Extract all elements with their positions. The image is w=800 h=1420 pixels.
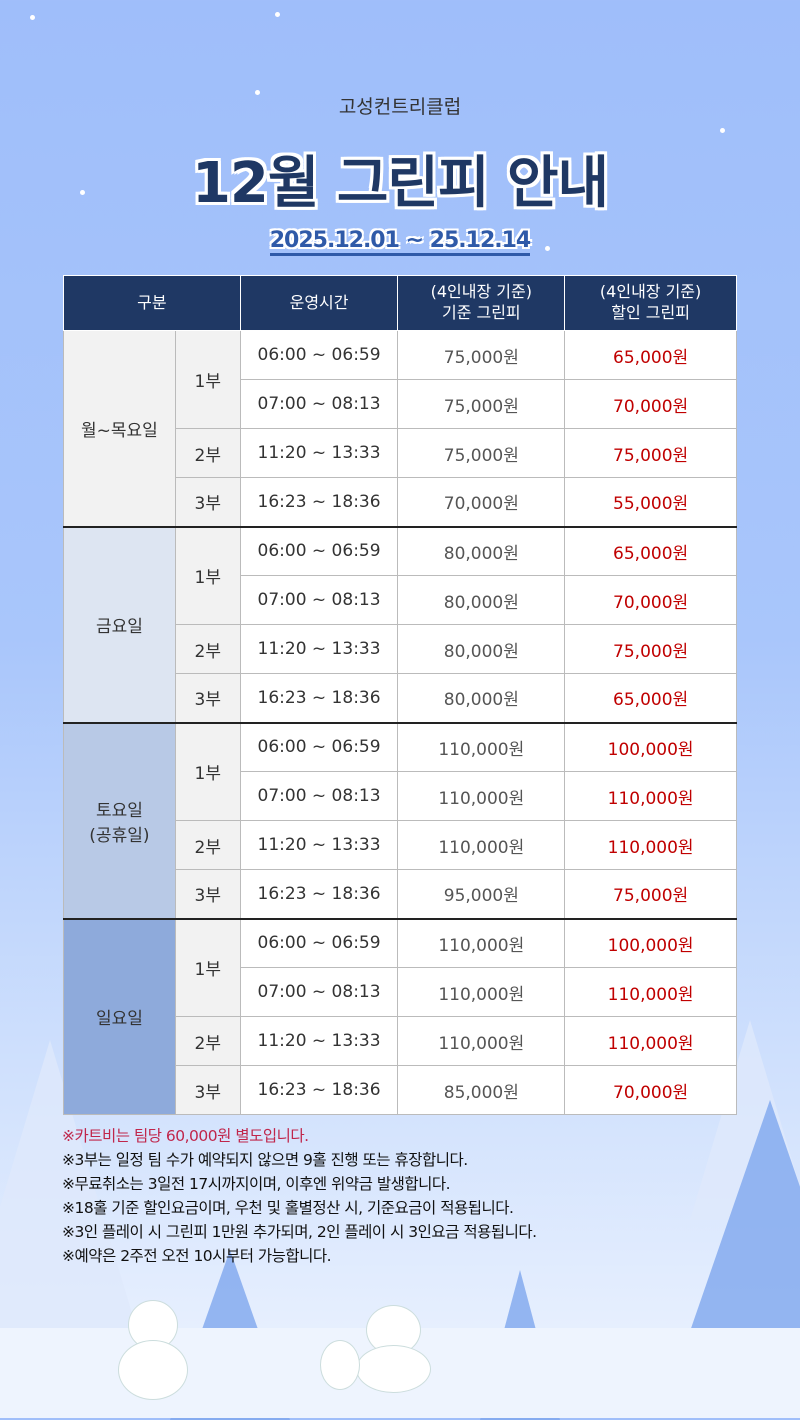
time-cell: 06:00 ~ 06:59 xyxy=(239,917,399,968)
note-line: ※3부는 일정 팀 수가 예약되지 않으면 9홀 진행 또는 휴장합니다. xyxy=(62,1151,468,1169)
table-row: 07:00 ~ 08:13 75,000원 70,000원 xyxy=(64,379,737,429)
base-fee-cell: 75,000원 xyxy=(397,428,566,478)
discount-fee-cell: 100,000원 xyxy=(564,721,737,772)
base-fee-cell: 75,000원 xyxy=(397,379,566,429)
table-row: 2부 11:20 ~ 13:33 75,000원 75,000원 xyxy=(64,428,737,478)
discount-fee-cell: 70,000원 xyxy=(564,379,737,429)
table-row: 07:00 ~ 08:13 110,000원 110,000원 xyxy=(64,967,737,1017)
time-cell: 06:00 ~ 06:59 xyxy=(239,330,399,380)
time-cell: 11:20 ~ 13:33 xyxy=(239,820,399,870)
part-cell: 1부 xyxy=(174,721,241,821)
time-cell: 11:20 ~ 13:33 xyxy=(239,624,399,674)
table-header: 구분 운영시간 (4인내장 기준) 기준 그린피 (4인내장 기준) 할인 그린피 xyxy=(63,275,737,331)
table-row: 2부 11:20 ~ 13:33 80,000원 75,000원 xyxy=(64,624,737,674)
discount-fee-cell: 75,000원 xyxy=(564,428,737,478)
table-row: 07:00 ~ 08:13 80,000원 70,000원 xyxy=(64,575,737,625)
table-row: 3부 16:23 ~ 18:36 95,000원 75,000원 xyxy=(64,869,737,919)
discount-fee-cell: 65,000원 xyxy=(564,673,737,723)
table-row: 금요일 1부 06:00 ~ 06:59 80,000원 65,000원 xyxy=(63,525,737,723)
time-cell: 07:00 ~ 08:13 xyxy=(239,967,399,1017)
table-row: 일요일 1부 06:00 ~ 06:59 110,000원 100,000원 xyxy=(63,917,737,1115)
table-row: 토요일 (공휴일) 1부 06:00 ~ 06:59 110,000원 100,000원 xyxy=(63,721,737,919)
note-line: ※3인 플레이 시 그린피 1만원 추가되며, 2인 플레이 시 3인요금 적용… xyxy=(62,1223,537,1241)
time-cell: 16:23 ~ 18:36 xyxy=(239,869,399,919)
part-cell: 3부 xyxy=(174,477,241,527)
discount-fee-cell: 100,000원 xyxy=(564,917,737,968)
table-row: 월~목요일 1부 06:00 ~ 06:59 75,000원 65,000원 xyxy=(63,330,737,527)
club-name: 고성컨트리클럽 xyxy=(338,96,462,118)
discount-fee-cell: 65,000원 xyxy=(564,525,737,576)
part-cell: 2부 xyxy=(174,1016,241,1066)
part-cell: 3부 xyxy=(174,869,241,919)
discount-fee-cell: 75,000원 xyxy=(564,624,737,674)
header-category: 구분 xyxy=(63,275,241,331)
base-fee-cell: 75,000원 xyxy=(397,330,566,380)
base-fee-cell: 80,000원 xyxy=(397,525,566,576)
base-fee-cell: 110,000원 xyxy=(397,1016,566,1066)
time-cell: 07:00 ~ 08:13 xyxy=(239,379,399,429)
part-cell: 1부 xyxy=(174,330,241,429)
period: 2025.12.01 ~ 25.12.14 xyxy=(0,228,800,256)
discount-fee-cell: 70,000원 xyxy=(564,1065,737,1115)
discount-fee-cell: 55,000원 xyxy=(564,477,737,527)
discount-fee-cell: 110,000원 xyxy=(564,1016,737,1066)
base-fee-cell: 110,000원 xyxy=(397,917,566,968)
greenfee-table: 구분 운영시간 (4인내장 기준) 기준 그린피 (4인내장 기준) 할인 그린피 … xyxy=(63,275,737,1115)
part-cell: 1부 xyxy=(174,525,241,625)
part-cell: 2부 xyxy=(174,820,241,870)
base-fee-cell: 110,000원 xyxy=(397,771,566,821)
day-group: 금요일 xyxy=(63,525,176,723)
time-cell: 16:23 ~ 18:36 xyxy=(239,673,399,723)
base-fee-cell: 80,000원 xyxy=(397,624,566,674)
header-discount: (4인내장 기준) 할인 그린피 xyxy=(564,275,737,331)
table-row: 2부 11:20 ~ 13:33 110,000원 110,000원 xyxy=(64,820,737,870)
base-fee-cell: 110,000원 xyxy=(397,721,566,772)
time-cell: 06:00 ~ 06:59 xyxy=(239,525,399,576)
time-cell: 11:20 ~ 13:33 xyxy=(239,1016,399,1066)
note-line: ※예약은 2주전 오전 10시부터 가능합니다. xyxy=(62,1247,332,1265)
day-group: 토요일 (공휴일) xyxy=(63,721,176,919)
time-cell: 11:20 ~ 13:33 xyxy=(239,428,399,478)
day-group: 일요일 xyxy=(63,917,176,1115)
part-cell: 3부 xyxy=(174,1065,241,1115)
note-line: ※무료취소는 3일전 17시까지이며, 이후엔 위약금 발생합니다. xyxy=(62,1175,451,1193)
notes: ※카트비는 팀당 60,000원 별도입니다. ※3부는 일정 팀 수가 예약되지… xyxy=(62,1124,537,1268)
base-fee-cell: 70,000원 xyxy=(397,477,566,527)
discount-fee-cell: 110,000원 xyxy=(564,771,737,821)
base-fee-cell: 85,000원 xyxy=(397,1065,566,1115)
part-cell: 1부 xyxy=(174,917,241,1017)
discount-fee-cell: 110,000원 xyxy=(564,967,737,1017)
time-cell: 16:23 ~ 18:36 xyxy=(239,477,399,527)
table-row: 3부 16:23 ~ 18:36 85,000원 70,000원 xyxy=(64,1065,737,1115)
time-cell: 06:00 ~ 06:59 xyxy=(239,721,399,772)
part-cell: 3부 xyxy=(174,673,241,723)
page-title: 12월 그린피 안내 xyxy=(191,151,609,216)
time-cell: 16:23 ~ 18:36 xyxy=(239,1065,399,1115)
note-line: ※카트비는 팀당 60,000원 별도입니다. xyxy=(62,1127,309,1145)
discount-fee-cell: 65,000원 xyxy=(564,330,737,380)
header-time: 운영시간 xyxy=(239,275,399,331)
base-fee-cell: 110,000원 xyxy=(397,820,566,870)
base-fee-cell: 80,000원 xyxy=(397,575,566,625)
part-cell: 2부 xyxy=(174,428,241,478)
table-row: 3부 16:23 ~ 18:36 70,000원 55,000원 xyxy=(64,477,737,527)
base-fee-cell: 110,000원 xyxy=(397,967,566,1017)
header-base: (4인내장 기준) 기준 그린피 xyxy=(397,275,566,331)
discount-fee-cell: 110,000원 xyxy=(564,820,737,870)
discount-fee-cell: 75,000원 xyxy=(564,869,737,919)
note-line: ※18홀 기준 할인요금이며, 우천 및 홀별정산 시, 기준요금이 적용됩니다… xyxy=(62,1199,514,1217)
time-cell: 07:00 ~ 08:13 xyxy=(239,771,399,821)
part-cell: 2부 xyxy=(174,624,241,674)
time-cell: 07:00 ~ 08:13 xyxy=(239,575,399,625)
day-group: 월~목요일 xyxy=(63,330,176,527)
base-fee-cell: 80,000원 xyxy=(397,673,566,723)
discount-fee-cell: 70,000원 xyxy=(564,575,737,625)
base-fee-cell: 95,000원 xyxy=(397,869,566,919)
